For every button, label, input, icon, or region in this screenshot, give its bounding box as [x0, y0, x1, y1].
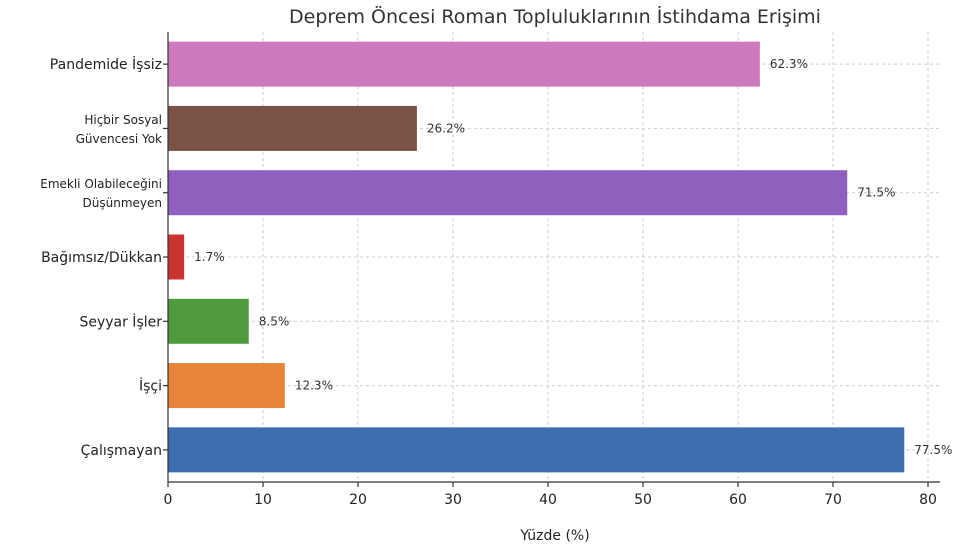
x-tick-label: 70	[824, 492, 842, 508]
x-tick-label: 10	[254, 492, 272, 508]
x-tick-label: 50	[634, 492, 652, 508]
axes	[163, 32, 940, 487]
category-label: Seyyar İşler	[79, 312, 162, 330]
category-label: Bağımsız/Dükkan	[41, 250, 162, 266]
x-tick-label: 40	[539, 492, 557, 508]
bar	[168, 105, 417, 151]
x-tick-label: 0	[164, 492, 173, 508]
data-label: 12.3%	[295, 379, 333, 393]
data-label: 1.7%	[194, 250, 225, 264]
data-label: 26.2%	[427, 121, 465, 135]
grid-lines	[167, 32, 940, 482]
x-tick-label: 60	[729, 492, 747, 508]
bar	[168, 427, 905, 473]
data-label: 77.5%	[914, 443, 952, 457]
data-label: 8.5%	[259, 314, 290, 328]
data-label: 62.3%	[770, 57, 808, 71]
category-label: Düşünmeyen	[83, 196, 162, 210]
bar	[168, 234, 185, 280]
bars	[168, 41, 905, 473]
labels: 0 10 20 30 40 50 60 70 80 62.3% Pandemide İşsiz 26.…	[40, 55, 952, 508]
data-label: 71.5%	[857, 186, 895, 200]
x-tick-label: 80	[919, 492, 937, 508]
x-axis-label: Yüzde (%)	[519, 528, 589, 544]
bar	[168, 298, 249, 344]
bar	[168, 170, 848, 216]
bar	[168, 41, 760, 87]
category-label: Emekli Olabileceğini	[40, 177, 162, 191]
category-label: Pandemide İşsiz	[50, 55, 162, 73]
category-label: Hiçbir Sosyal	[84, 113, 162, 127]
category-label: Çalışmayan	[81, 443, 162, 459]
x-tick-label: 30	[444, 492, 462, 508]
category-label: İşçi	[139, 377, 162, 395]
chart-title: Deprem Öncesi Roman Topluluklarının İsti…	[289, 5, 821, 28]
x-tick-label: 20	[349, 492, 367, 508]
category-label: Güvencesi Yok	[76, 132, 162, 146]
bar	[168, 363, 285, 409]
